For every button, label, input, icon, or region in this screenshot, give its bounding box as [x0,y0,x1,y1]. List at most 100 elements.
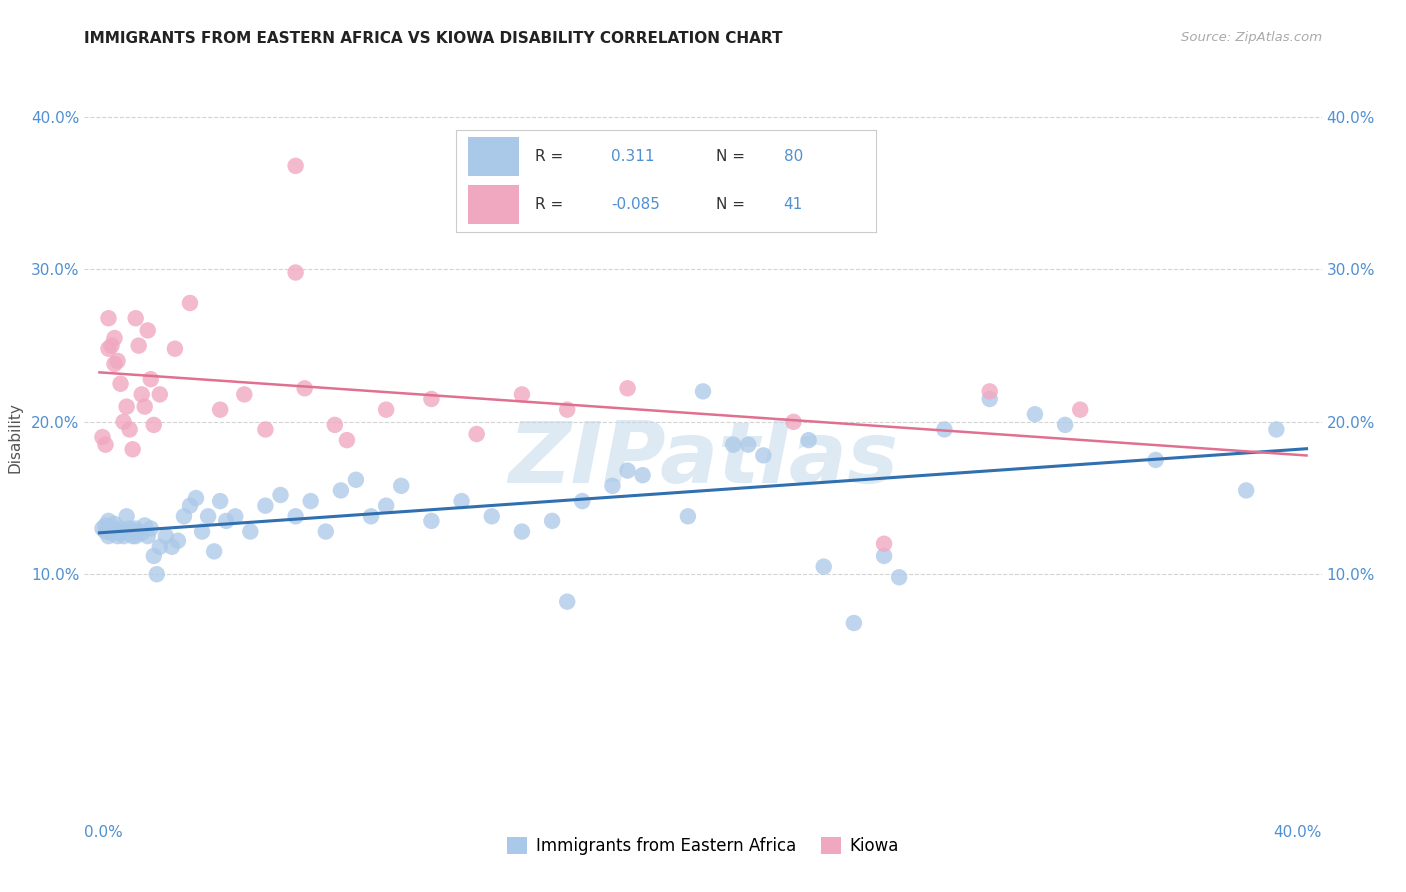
Point [254,422,277,436]
Point [209,402,232,417]
Point [692,384,714,399]
Point [323,417,346,432]
Point [375,402,398,417]
Point [107,524,129,539]
Point [121,524,143,539]
Point [142,549,165,563]
Point [94,518,117,533]
Point [676,509,699,524]
Point [136,323,159,337]
Point [115,400,138,414]
Point [284,266,307,280]
Point [146,567,169,582]
Point [979,384,1001,399]
Point [97,311,120,326]
Point [191,524,214,539]
Point [94,438,117,452]
Point [139,372,162,386]
Point [112,529,135,543]
Point [136,529,159,543]
Point [389,479,412,493]
Point [118,526,141,541]
Point [97,529,120,543]
Point [155,529,177,543]
Point [813,559,835,574]
Point [107,354,129,368]
Point [160,540,183,554]
Point [315,524,337,539]
Point [842,615,865,630]
Point [118,521,141,535]
Point [134,400,156,414]
Point [782,415,804,429]
Point [110,521,132,535]
Point [889,570,911,584]
Point [97,514,120,528]
Point [510,524,533,539]
Point [167,533,190,548]
Point [270,488,292,502]
Text: Source: ZipAtlas.com: Source: ZipAtlas.com [1181,31,1322,45]
Point [209,494,232,508]
Point [100,521,122,535]
Point [107,529,129,543]
Point [1054,417,1077,432]
Point [555,402,578,417]
Text: 0.0%: 0.0% [84,825,124,840]
Point [128,524,150,539]
Point [115,509,138,524]
Point [420,392,443,406]
Point [329,483,352,498]
Point [344,473,367,487]
Point [149,540,172,554]
Point [336,433,359,447]
Point [299,494,322,508]
Point [103,357,125,371]
Point [103,516,125,531]
Point [254,499,277,513]
Point [481,509,503,524]
Point [97,342,120,356]
Point [555,594,578,608]
Point [873,549,896,563]
Point [124,521,146,535]
Point [1069,402,1091,417]
Point [100,526,122,541]
Point [239,524,262,539]
Point [360,509,382,524]
Point [179,499,201,513]
Point [510,387,533,401]
Point [420,514,443,528]
Point [124,529,146,543]
Point [1024,407,1046,421]
Point [284,159,307,173]
Point [124,311,146,326]
Point [128,338,150,352]
Text: ZIPatlas: ZIPatlas [508,417,898,500]
Point [737,438,759,452]
Point [797,433,820,447]
Point [375,499,398,513]
Point [110,376,132,391]
Point [1234,483,1257,498]
Point [118,422,141,436]
Point [450,494,472,508]
Point [179,296,201,310]
Point [94,524,117,539]
Point [184,491,207,505]
Point [631,468,654,483]
Point [173,509,195,524]
Point [112,524,135,539]
Point [465,427,488,442]
Point [197,509,219,524]
Point [149,387,172,401]
Point [103,524,125,539]
Point [134,518,156,533]
Text: 40.0%: 40.0% [1274,825,1322,840]
Point [284,509,307,524]
Point [616,381,638,395]
Point [91,430,114,444]
Point [294,381,316,395]
Point [121,442,143,457]
Y-axis label: Disability: Disability [7,401,22,473]
